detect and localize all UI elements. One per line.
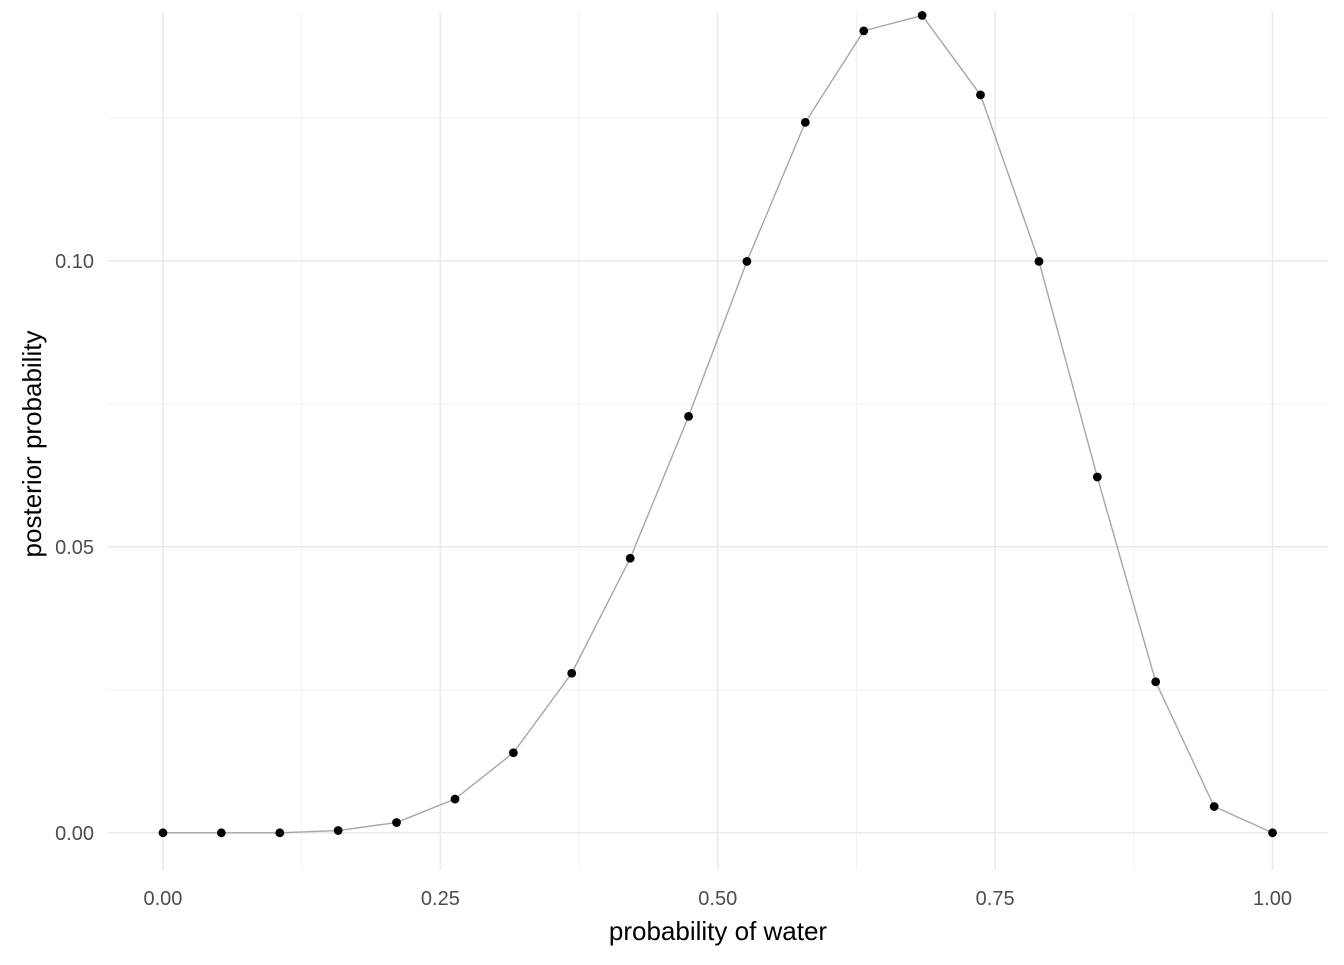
data-point [800,117,810,127]
data-point [158,828,168,838]
data-point [450,794,460,804]
data-point [1092,472,1102,482]
data-point [333,826,343,835]
data-point [216,828,226,838]
data-point [859,26,869,36]
x-axis-title: probability of water [609,916,828,946]
x-axis-ticks: 0.00 0.25 0.50 0.75 1.00 [144,888,1292,910]
data-point [684,412,693,421]
y-axis-ticks: 0.00 0.05 0.10 [55,251,94,845]
y-axis-title: posterior probability [17,331,47,558]
data-point [917,11,927,20]
data-point [1209,802,1219,811]
data-point [976,90,985,100]
data-point [1268,828,1277,838]
series-line [162,14,1273,834]
grid [107,12,1328,870]
y-tick-label: 0.10 [55,251,94,273]
data-point [567,668,577,678]
y-tick-label: 0.00 [55,823,94,845]
data-point [1034,256,1044,266]
y-tick-label: 0.05 [55,537,94,559]
data-point [625,553,635,563]
x-tick-label: 0.00 [144,888,183,910]
data-point [392,818,401,827]
data-points [158,11,1277,838]
x-tick-label: 0.50 [698,888,737,910]
data-point [742,256,752,266]
x-tick-label: 1.00 [1253,888,1292,910]
data-point [508,748,518,758]
series-line-group [162,14,1273,834]
x-tick-label: 0.75 [976,888,1015,910]
data-point [1151,677,1161,687]
x-tick-label: 0.25 [421,888,460,910]
data-point [275,828,285,838]
